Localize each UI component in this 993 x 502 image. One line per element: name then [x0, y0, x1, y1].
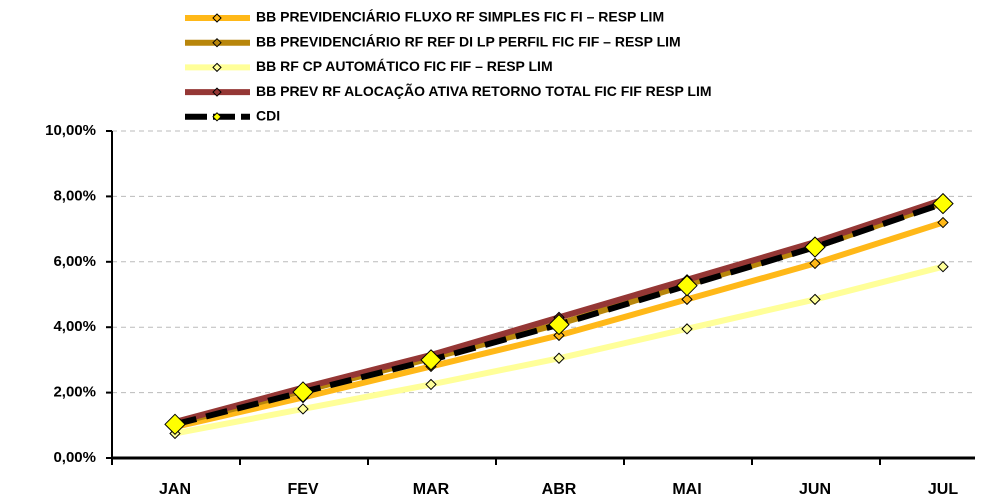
- data-point: [297, 403, 309, 415]
- data-point: [804, 236, 826, 258]
- y-tick-label: 8,00%: [53, 187, 96, 204]
- data-point: [937, 216, 949, 229]
- data-point: [809, 257, 821, 270]
- y-tick-label: 10,00%: [45, 122, 96, 139]
- legend-marker: [212, 37, 222, 48]
- data-point: [681, 323, 693, 335]
- x-tick-label: MAI: [672, 481, 701, 498]
- data-point: [548, 313, 570, 336]
- series-line: [174, 263, 944, 437]
- data-point: [420, 349, 442, 371]
- data-point: [809, 293, 821, 306]
- x-tick-label: MAR: [413, 481, 450, 498]
- series-line: [174, 196, 944, 425]
- data-point: [681, 293, 693, 306]
- data-point: [425, 378, 437, 391]
- data-point: [676, 274, 698, 297]
- x-tick-label: JAN: [159, 481, 191, 498]
- x-tick-label: JUL: [928, 481, 958, 498]
- legend-label: BB PREV RF ALOCAÇÃO ATIVA RETORNO TOTAL …: [256, 82, 712, 99]
- y-tick-label: 6,00%: [53, 253, 96, 270]
- data-point: [164, 413, 186, 436]
- legend-marker: [212, 112, 222, 122]
- data-point: [292, 381, 314, 403]
- legend-marker: [212, 62, 222, 73]
- legend-marker: [212, 13, 222, 23]
- legend-label: BB RF CP AUTOMÁTICO FIC FIF – RESP LIM: [256, 58, 553, 74]
- y-tick-label: 4,00%: [53, 318, 96, 335]
- x-tick-label: ABR: [542, 481, 577, 498]
- data-point: [553, 329, 565, 342]
- legend-label: BB PREVIDENCIÁRIO RF REF DI LP PERFIL FI…: [256, 33, 681, 49]
- data-point: [937, 260, 949, 273]
- legend-marker: [212, 87, 222, 97]
- legend-label: BB PREVIDENCIÁRIO FLUXO RF SIMPLES FIC F…: [256, 9, 664, 25]
- data-point: [932, 192, 954, 215]
- x-tick-label: JUN: [799, 481, 831, 498]
- legend-label: CDI: [256, 108, 280, 124]
- x-tick-label: FEV: [287, 481, 318, 498]
- data-point: [553, 352, 565, 364]
- y-tick-label: 0,00%: [53, 449, 96, 466]
- y-tick-label: 2,00%: [53, 384, 96, 401]
